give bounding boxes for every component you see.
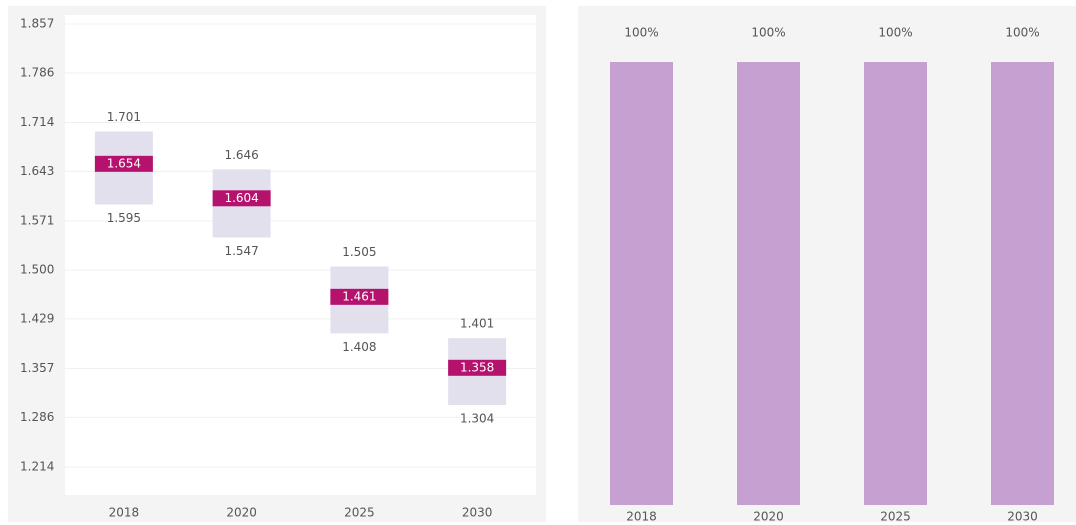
x-tick-label: 2030 [462,506,493,520]
low-label: 1.304 [460,412,494,426]
y-tick-label: 1.429 [20,311,54,325]
high-label: 1.401 [460,317,494,331]
high-label: 1.646 [224,148,258,162]
x-tick-label: 2020 [753,510,784,524]
low-label: 1.408 [342,340,376,354]
value-label: 1.358 [460,360,494,374]
x-tick-label: 2018 [626,510,657,524]
x-tick-label: 2030 [1007,510,1038,524]
value-label: 1.461 [342,289,376,303]
bar [737,62,800,505]
y-tick-label: 1.500 [20,262,54,276]
value-label: 100% [751,26,785,40]
value-label: 100% [878,26,912,40]
value-label: 100% [624,26,658,40]
value-label: 1.654 [107,156,141,170]
value-band [330,288,389,305]
high-label: 1.701 [107,110,141,124]
value-label: 100% [1005,26,1039,40]
y-tick-label: 1.357 [20,361,54,375]
value-band [94,155,153,172]
y-tick-label: 1.714 [20,115,54,129]
bar [610,62,673,505]
low-label: 1.595 [107,211,141,225]
x-tick-label: 2020 [226,506,257,520]
y-tick-label: 1.571 [20,214,54,228]
value-label: 1.604 [224,191,258,205]
x-tick-label: 2025 [344,506,375,520]
y-tick-label: 1.786 [20,65,54,79]
value-band [212,190,271,207]
bar [991,62,1054,505]
y-tick-label: 1.214 [20,460,54,474]
plot-area [65,15,536,495]
low-label: 1.547 [224,244,258,258]
y-tick-label: 1.643 [20,164,54,178]
value-band [448,359,507,376]
y-tick-label: 1.857 [20,16,54,30]
y-tick-label: 1.286 [20,410,54,424]
bar [864,62,927,505]
x-tick-label: 2025 [880,510,911,524]
x-tick-label: 2018 [109,506,140,520]
high-label: 1.505 [342,245,376,259]
